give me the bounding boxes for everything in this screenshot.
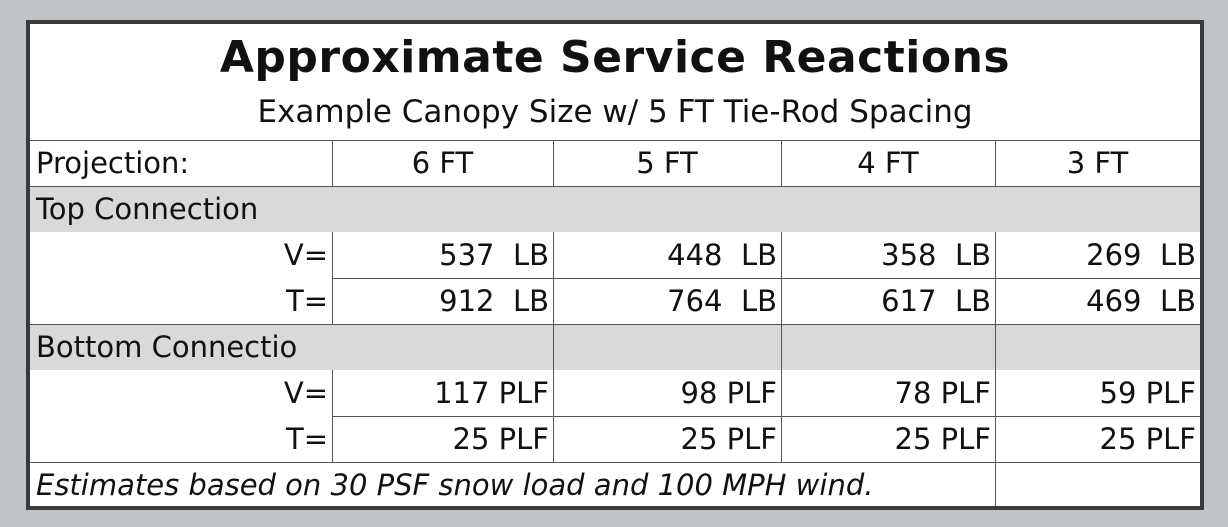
- grid-line: [30, 462, 1200, 463]
- value-cell: 25 PLF: [452, 422, 549, 456]
- column-header-6ft: 6 FT: [411, 146, 474, 180]
- value-cell: 537 LB: [439, 238, 549, 272]
- grid-line: [332, 370, 333, 462]
- row-label-bottom-t: T=: [285, 422, 328, 456]
- value-cell: 448 LB: [667, 238, 777, 272]
- grid-line: [781, 232, 782, 324]
- grid-line: [995, 370, 996, 462]
- grid-line: [30, 140, 1200, 141]
- grid-line: [781, 370, 782, 462]
- table-title: Approximate Service Reactions: [219, 32, 1011, 83]
- value-cell: 617 LB: [881, 284, 991, 318]
- table-subtitle: Example Canopy Size w/ 5 FT Tie-Rod Spac…: [257, 94, 973, 130]
- value-cell: 25 PLF: [894, 422, 991, 456]
- value-cell: 59 PLF: [1099, 376, 1196, 410]
- grid-line: [781, 140, 782, 186]
- grid-line: [995, 462, 996, 506]
- grid-line: [332, 140, 333, 186]
- column-header-4ft: 4 FT: [857, 146, 919, 180]
- value-cell: 117 PLF: [434, 376, 549, 410]
- row-label-bottom-v: V=: [283, 376, 328, 410]
- grid-line: [781, 324, 782, 370]
- grid-line: [30, 324, 1200, 325]
- section-top-connection: Top Connection: [30, 186, 1200, 232]
- reactions-table-sheet: Approximate Service Reactions Example Ca…: [26, 20, 1204, 510]
- value-cell: 98 PLF: [680, 376, 777, 410]
- value-cell: 764 LB: [667, 284, 777, 318]
- grid-line: [995, 324, 996, 370]
- row-label-top-t: T=: [285, 284, 328, 318]
- column-header-3ft: 3 FT: [1066, 146, 1129, 180]
- grid-line: [553, 140, 554, 186]
- grid-line: [332, 278, 1200, 279]
- footnote: Estimates based on 30 PSF snow load and …: [36, 468, 874, 502]
- grid-line: [553, 370, 554, 462]
- projection-label: Projection:: [36, 146, 190, 180]
- grid-line: [995, 140, 996, 186]
- value-cell: 469 LB: [1086, 284, 1196, 318]
- row-label-top-v: V=: [283, 238, 328, 272]
- grid-line: [332, 232, 333, 324]
- value-cell: 25 PLF: [1099, 422, 1196, 456]
- grid-line: [553, 324, 554, 370]
- grid-line: [332, 416, 1200, 417]
- value-cell: 912 LB: [439, 284, 549, 318]
- value-cell: 269 LB: [1086, 238, 1196, 272]
- section-bottom-connection: Bottom Connectio: [30, 324, 1200, 370]
- grid-line: [30, 186, 1200, 187]
- value-cell: 358 LB: [881, 238, 991, 272]
- value-cell: 78 PLF: [894, 376, 991, 410]
- column-header-5ft: 5 FT: [636, 146, 698, 180]
- value-cell: 25 PLF: [680, 422, 777, 456]
- grid-line: [995, 232, 996, 324]
- grid-line: [553, 232, 554, 324]
